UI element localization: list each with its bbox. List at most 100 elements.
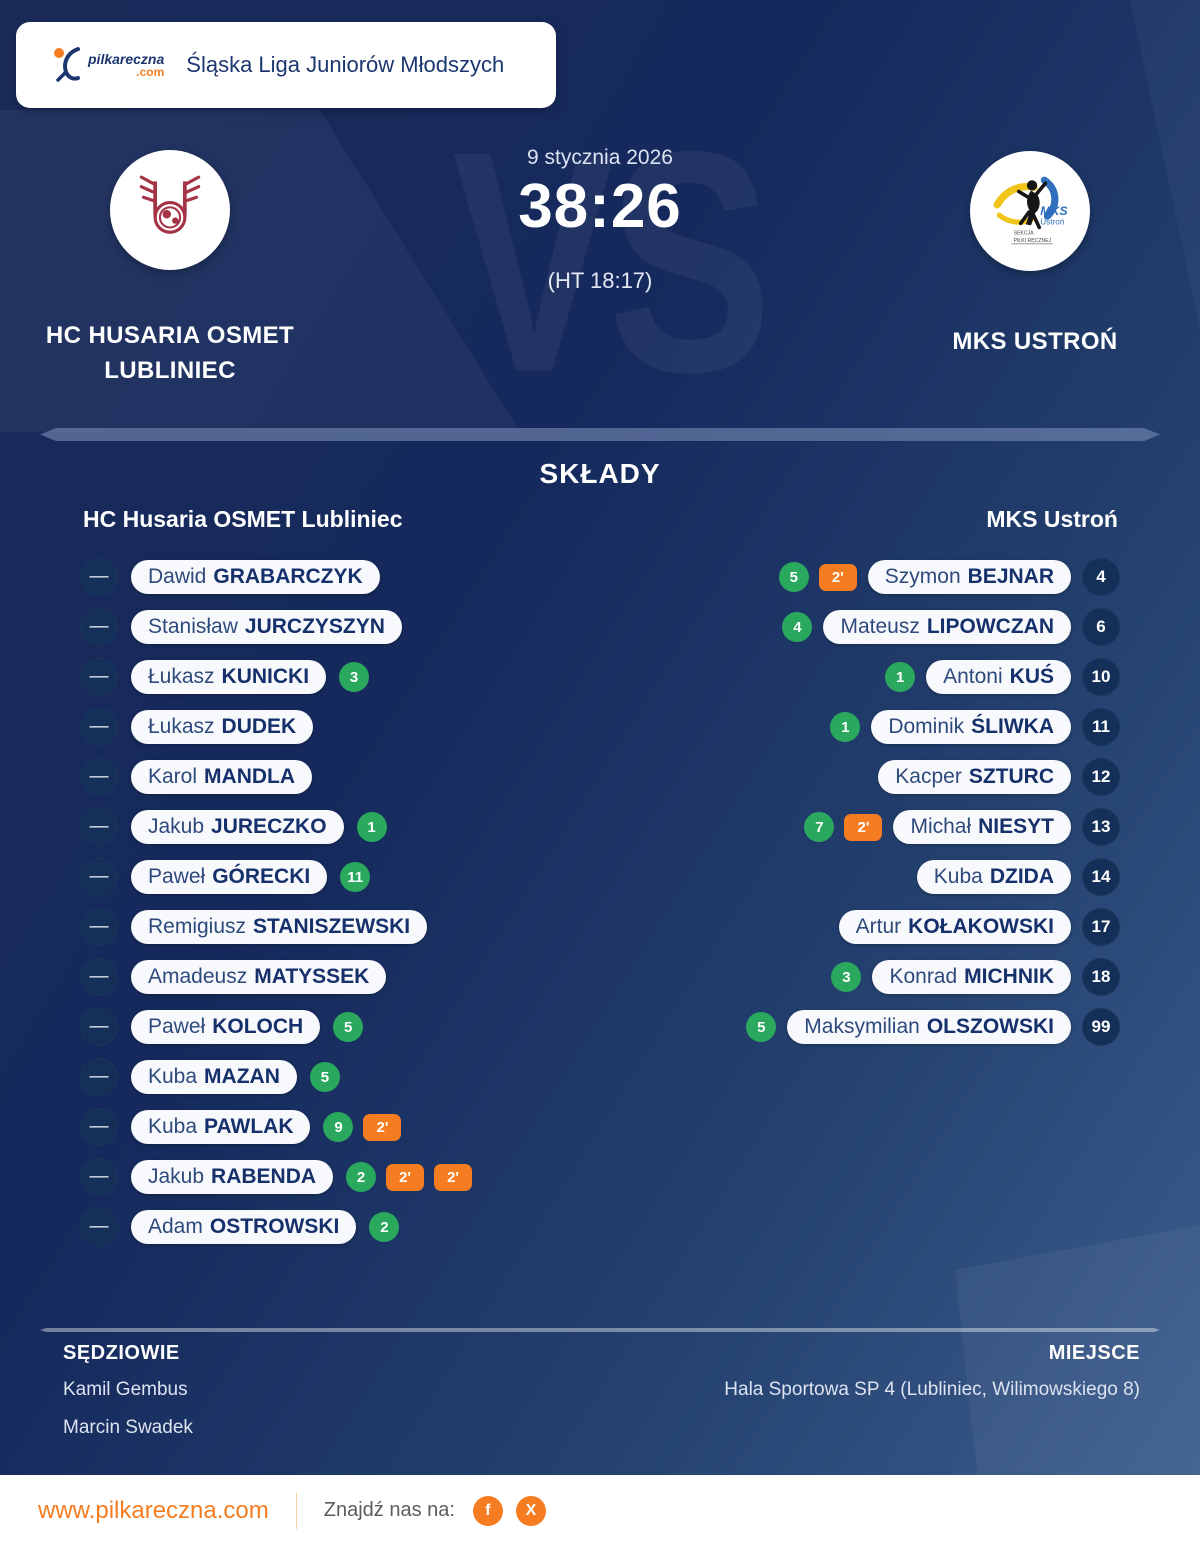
- player-number-placeholder: —: [80, 808, 118, 846]
- player-badges: 5: [309, 1062, 340, 1092]
- brand-text: pilkareczna .com: [88, 52, 164, 78]
- player-shirt-number: 99: [1082, 1008, 1120, 1046]
- player-first-name: Jakub: [148, 815, 205, 838]
- player-first-name: Paweł: [148, 1015, 206, 1038]
- player-name-pill: Dawid GRABARCZYK: [131, 560, 380, 594]
- player-number-placeholder: —: [80, 1208, 118, 1246]
- away-player-row: 1 Antoni KUŚ 10: [640, 652, 1120, 702]
- league-name: Śląska Liga Juniorów Młodszych: [186, 52, 505, 77]
- footer-divider: [40, 1328, 1160, 1332]
- player-first-name: Kuba: [933, 865, 983, 888]
- player-first-name: Konrad: [889, 965, 958, 988]
- referee-name: Kamil Gembus: [63, 1379, 188, 1400]
- match-date: 9 stycznia 2026: [527, 146, 673, 169]
- player-last-name: ŚLIWKA: [971, 715, 1054, 738]
- venue-value: Hala Sportowa SP 4 (Lubliniec, Wilimowsk…: [724, 1379, 1140, 1400]
- player-shirt-number: 13: [1082, 808, 1120, 846]
- away-player-row: Kuba DZIDA 14: [640, 852, 1120, 902]
- player-number-placeholder: —: [80, 608, 118, 646]
- goals-badge: 5: [333, 1012, 364, 1042]
- home-player-row: — Jakub RABENDA 2 2' 2': [80, 1152, 660, 1202]
- home-player-row: — Paweł KOLOCH 5: [80, 1002, 660, 1052]
- player-number-placeholder: —: [80, 1158, 118, 1196]
- home-player-row: — Łukasz KUNICKI 3: [80, 652, 660, 702]
- away-lineup-list: 5 2' Szymon BEJNAR 4 4 Mateusz LIPOWCZAN …: [640, 552, 1120, 1052]
- svg-text:Ustroń: Ustroń: [1040, 217, 1065, 226]
- league-header-card: pilkareczna .com Śląska Liga Juniorów Mł…: [16, 22, 556, 108]
- player-shirt-number: 4: [1082, 558, 1120, 596]
- away-player-row: 3 Konrad MICHNIK 18: [640, 952, 1120, 1002]
- player-name-pill: Łukasz DUDEK: [131, 710, 314, 744]
- away-player-row: 4 Mateusz LIPOWCZAN 6: [640, 602, 1120, 652]
- facebook-icon[interactable]: f: [472, 1495, 503, 1526]
- home-player-row: — Kuba MAZAN 5: [80, 1052, 660, 1102]
- player-number-placeholder: —: [80, 1058, 118, 1096]
- player-number-placeholder: —: [80, 558, 118, 596]
- player-badges: 3: [831, 962, 862, 992]
- suspension-badge: 2': [844, 813, 883, 841]
- away-team-logo: MKS Ustroń SEKCJA PIŁKI RĘCZNEJ: [970, 151, 1090, 271]
- player-number-placeholder: —: [80, 958, 118, 996]
- player-shirt-number: 14: [1082, 858, 1120, 896]
- player-last-name: GÓRECKI: [212, 865, 311, 888]
- player-last-name: JURECZKO: [211, 815, 327, 838]
- home-player-row: — Dawid GRABARCZYK: [80, 552, 660, 602]
- player-number-placeholder: —: [80, 1108, 118, 1146]
- player-badges: 7 2': [804, 812, 883, 842]
- player-last-name: OSTROWSKI: [209, 1215, 340, 1238]
- player-first-name: Paweł: [148, 865, 206, 888]
- player-first-name: Jakub: [148, 1165, 205, 1188]
- find-us-label: Znajdź nas na:: [323, 1499, 455, 1521]
- player-last-name: BEJNAR: [967, 565, 1054, 588]
- player-badges: 9 2': [323, 1112, 402, 1142]
- player-first-name: Dominik: [888, 715, 965, 738]
- home-player-row: — Łukasz DUDEK: [80, 702, 660, 752]
- away-player-row: 5 Maksymilian OLSZOWSKI 99: [640, 1002, 1120, 1052]
- player-last-name: SZTURC: [968, 765, 1054, 788]
- goals-badge: 1: [830, 712, 861, 742]
- venue-title: MIEJSCE: [1048, 1342, 1140, 1364]
- goals-badge: 3: [831, 962, 862, 992]
- goals-badge: 4: [782, 612, 813, 642]
- player-name-pill: Paweł GÓRECKI: [131, 860, 328, 894]
- away-player-row: Kacper SZTURC 12: [640, 752, 1120, 802]
- player-name-pill: Remigiusz STANISZEWSKI: [131, 910, 428, 944]
- referees-block: SĘDZIOWIE Kamil Gembus Marcin Swadek: [63, 1342, 193, 1441]
- player-name-pill: Karol MANDLA: [131, 760, 313, 794]
- player-last-name: DUDEK: [221, 715, 297, 738]
- player-last-name: NIESYT: [978, 815, 1054, 838]
- home-lineup-header: HC Husaria OSMET Lubliniec: [83, 506, 403, 532]
- player-badges: 1: [885, 662, 916, 692]
- website-link[interactable]: www.pilkareczna.com: [38, 1496, 269, 1524]
- home-player-row: — Jakub JURECZKO 1: [80, 802, 660, 852]
- player-last-name: KUŚ: [1009, 665, 1054, 688]
- halftime-score: (HT 18:17): [547, 268, 653, 293]
- player-last-name: MICHNIK: [964, 965, 1054, 988]
- player-last-name: STANISZEWSKI: [253, 915, 411, 938]
- player-name-pill: Łukasz KUNICKI: [131, 660, 327, 694]
- away-player-row: Artur KOŁAKOWSKI 17: [640, 902, 1120, 952]
- player-last-name: LIPOWCZAN: [926, 615, 1054, 638]
- player-name-pill: Maksymilian OLSZOWSKI: [787, 1010, 1071, 1044]
- goals-badge: 5: [778, 562, 809, 592]
- player-number-placeholder: —: [80, 1008, 118, 1046]
- player-last-name: MANDLA: [204, 765, 296, 788]
- player-last-name: PAWLAK: [204, 1115, 294, 1138]
- player-name-pill: Szymon BEJNAR: [867, 560, 1071, 594]
- player-shirt-number: 10: [1082, 658, 1120, 696]
- player-first-name: Łukasz: [148, 665, 215, 688]
- away-player-row: 7 2' Michał NIESYT 13: [640, 802, 1120, 852]
- away-player-row: 1 Dominik ŚLIWKA 11: [640, 702, 1120, 752]
- player-shirt-number: 6: [1082, 608, 1120, 646]
- player-badges: 5: [333, 1012, 364, 1042]
- section-divider: [40, 428, 1160, 441]
- player-first-name: Dawid: [148, 565, 207, 588]
- x-icon[interactable]: X: [515, 1495, 546, 1526]
- venue-block: MIEJSCE Hala Sportowa SP 4 (Lubliniec, W…: [724, 1342, 1140, 1403]
- player-badges: 3: [339, 662, 370, 692]
- player-name-pill: Kuba DZIDA: [916, 860, 1071, 894]
- player-badges: 5: [746, 1012, 777, 1042]
- player-number-placeholder: —: [80, 908, 118, 946]
- home-lineup-list: — Dawid GRABARCZYK — Stanisław JURCZYSZY…: [80, 552, 660, 1252]
- away-player-row: 5 2' Szymon BEJNAR 4: [640, 552, 1120, 602]
